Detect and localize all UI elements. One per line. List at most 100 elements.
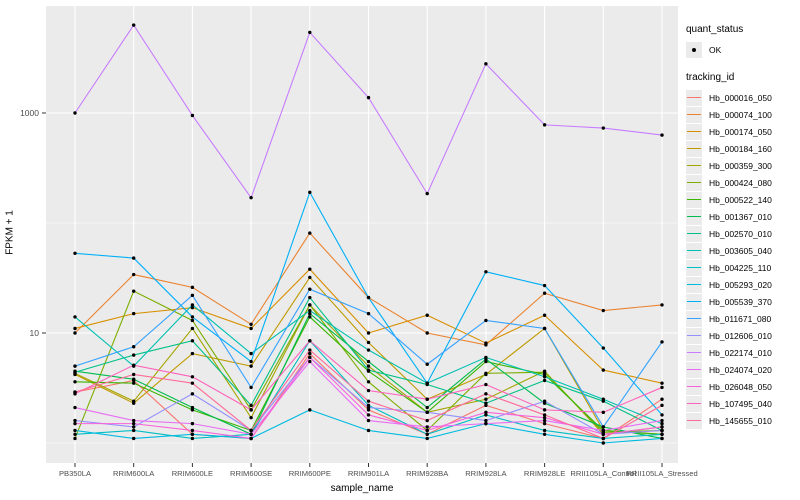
quant-status-legend: quant_status OK [686,24,798,58]
data-point [660,425,664,429]
data-point [308,355,312,360]
legend-item-Hb_107495_040: Hb_107495_040 [686,395,798,412]
data-point [425,410,429,415]
series-color-swatch [687,215,701,218]
data-point [249,415,253,420]
legend-item-label: Hb_000359_300 [709,160,772,171]
legend-key [686,208,702,225]
series-color-swatch [687,147,701,150]
data-point [660,432,664,436]
data-point [660,418,664,423]
series-color-swatch [687,300,701,303]
series-color-swatch [687,232,701,235]
legend-item-Hb_003605_040: Hb_003605_040 [686,242,798,259]
legend-item-quant-ok: OK [686,41,798,58]
data-point [190,421,195,426]
legend-item-Hb_005293_020: Hb_005293_020 [686,276,798,293]
data-point [308,303,312,307]
data-point [73,364,77,368]
x-tick-label: RRIM600LE [172,469,213,478]
legend-item-Hb_005539_370: Hb_005539_370 [686,293,798,310]
data-point [366,380,371,384]
series-color-swatch [687,181,701,184]
data-point [190,436,195,441]
data-point [425,397,429,401]
legend-item-label: Hb_000074_100 [709,109,772,120]
data-point [73,418,77,423]
data-point [73,315,77,319]
data-point [308,348,312,352]
data-point [366,428,371,433]
legend-key [686,225,702,242]
series-color-swatch [687,130,701,133]
series-color-swatch [687,368,701,371]
legend-key [686,412,702,429]
data-point [542,291,547,295]
legend-item-Hb_000522_140: Hb_000522_140 [686,191,798,208]
data-point [249,195,253,200]
data-point [190,339,195,343]
data-point [73,326,77,331]
data-point [308,408,312,412]
data-point [132,363,136,367]
legend-key [686,140,702,157]
legend-key [686,327,702,344]
legend-item-label: Hb_107495_040 [709,398,772,409]
data-point [660,397,664,401]
data-point [132,418,136,423]
legend-item-Hb_004225_110: Hb_004225_110 [686,259,798,276]
data-point [601,441,605,445]
legend-key [686,344,702,361]
data-point [132,345,136,349]
legend-item-label: Hb_012606_010 [709,330,772,341]
data-point [425,428,429,433]
legend-item-label: Hb_000174_050 [709,126,772,137]
data-point [366,295,371,300]
data-point [73,370,77,374]
data-point [366,359,371,364]
data-point [132,372,136,377]
legend-item-label: Hb_024074_020 [709,364,772,375]
data-point [425,191,429,196]
data-point [249,351,253,356]
data-point [249,364,253,368]
data-point [249,322,253,326]
x-axis-title: sample_name [330,483,394,494]
data-point [308,267,312,271]
data-point [132,377,136,381]
legend-item-label: Hb_001367_010 [709,211,772,222]
legend-item-label: Hb_005539_370 [709,296,772,307]
x-tick-label: RRIM600SE [230,469,272,478]
data-point [73,380,77,384]
legend-item-label: OK [709,44,722,55]
data-point [542,418,547,423]
legend-item-label: Hb_000184_160 [709,143,772,154]
legend-item-label: Hb_011671_080 [709,313,772,324]
data-point [132,256,136,260]
legend-key [686,310,702,327]
series-color-swatch [687,351,701,354]
data-point [190,315,195,319]
data-point [660,385,664,390]
data-point [484,410,488,415]
series-color-swatch [687,317,701,320]
data-point [425,432,429,436]
data-point [366,364,371,368]
series-color-swatch [687,198,701,201]
data-point [484,413,488,417]
legend-key [686,293,702,310]
data-point [190,113,195,118]
data-point [308,190,312,195]
data-point [484,318,488,323]
data-point [132,436,136,441]
x-tick-label: RRIM928BA [406,469,449,478]
data-point [542,326,547,331]
legend-item-label: Hb_000016_050 [709,92,772,103]
data-point [190,408,195,412]
series-color-swatch [687,402,701,405]
data-point [308,30,312,35]
data-point [601,410,605,415]
data-point [484,418,488,423]
data-point [190,318,195,323]
data-point [660,421,664,426]
